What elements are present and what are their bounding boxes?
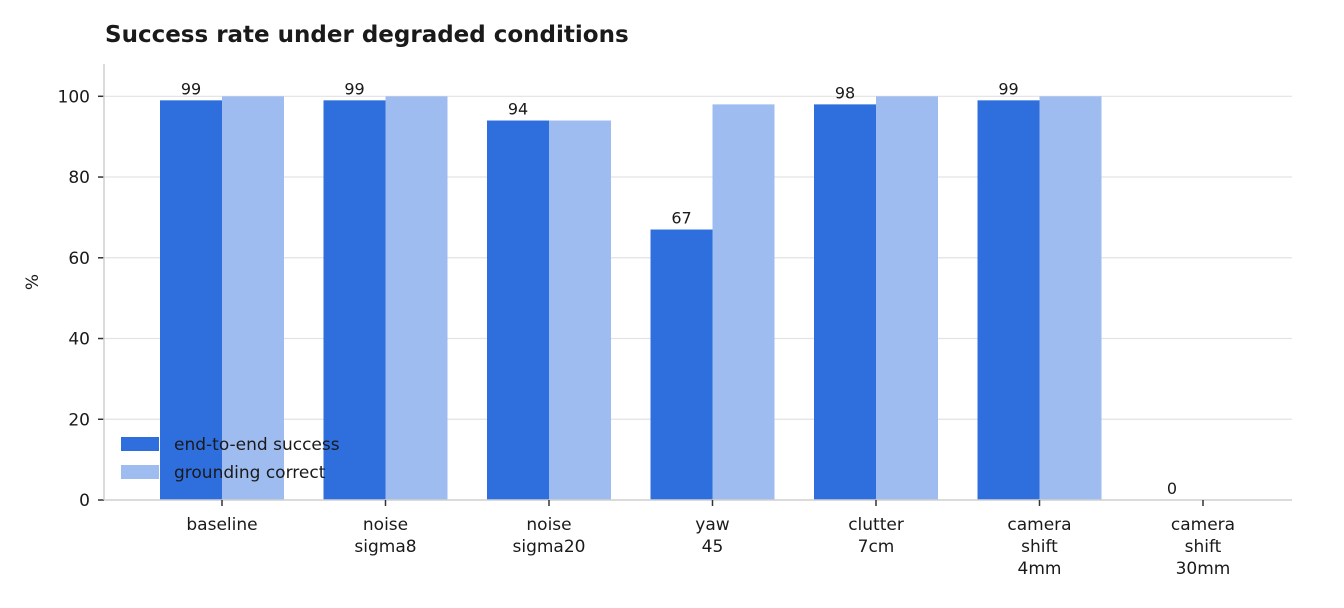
- x-tick-label-line: camera: [1007, 515, 1071, 535]
- data-label-s0-c1: 99: [344, 79, 364, 98]
- data-label-s0-c6: 0: [1167, 479, 1177, 498]
- x-tick-label-line: baseline: [186, 515, 257, 535]
- x-tick-label-2: noise sigma20: [513, 515, 586, 557]
- x-tick-label-line: noise: [363, 515, 408, 535]
- bar-s1-c2: [549, 120, 611, 500]
- legend-label-0: end-to-end success: [174, 435, 340, 455]
- x-tick-label-line: 30mm: [1176, 559, 1231, 579]
- data-label-s0-c3: 67: [671, 209, 691, 228]
- x-tick-label-line: 7cm: [858, 537, 895, 557]
- legend-swatch-0: [121, 437, 159, 451]
- y-tick-label-40: 40: [68, 330, 90, 350]
- bars: [160, 96, 1102, 501]
- legend-swatch-1: [121, 465, 159, 479]
- bar-s0-c3: [650, 229, 713, 500]
- x-tick-label-line: yaw: [695, 515, 729, 535]
- y-axis-label: %: [23, 274, 43, 290]
- bar-s0-c0: [160, 100, 222, 500]
- y-tick-label-80: 80: [68, 168, 90, 188]
- bar-s1-c3: [712, 104, 775, 501]
- bar-s0-c2: [487, 120, 549, 500]
- bar-s1-c5: [1039, 96, 1102, 500]
- legend-label-1: grounding correct: [174, 463, 326, 483]
- axes: [98, 64, 1292, 506]
- x-tick-label-line: 45: [702, 537, 724, 557]
- y-tick-label-20: 20: [68, 410, 90, 430]
- legend: end-to-end success grounding correct: [121, 435, 340, 483]
- data-label-s0-c2: 94: [508, 100, 528, 119]
- x-tick-label-4: clutter 7cm: [848, 515, 904, 557]
- bar-s0-c1: [323, 100, 386, 500]
- bar-s0-c4: [814, 104, 876, 501]
- x-tick-label-line: sigma8: [354, 537, 416, 557]
- bar-s1-c1: [385, 96, 448, 500]
- x-tick-label-3: yaw 45: [695, 515, 729, 557]
- y-tick-label-60: 60: [68, 249, 90, 269]
- data-label-s0-c5: 99: [998, 79, 1018, 98]
- data-label-s0-c0: 99: [181, 79, 201, 98]
- x-tick-label-line: clutter: [848, 515, 904, 535]
- y-tick-label-100: 100: [58, 87, 90, 107]
- x-tick-label-6: camera shift 30mm: [1171, 515, 1235, 579]
- bar-s1-c0: [222, 96, 284, 500]
- y-tick-label-0: 0: [79, 491, 90, 511]
- x-tick-label-1: noise sigma8: [354, 515, 416, 557]
- data-label-s0-c4: 98: [835, 83, 855, 102]
- x-tick-label-0: baseline: [186, 515, 257, 535]
- x-tick-label-line: sigma20: [513, 537, 586, 557]
- chart-title: Success rate under degraded conditions: [105, 22, 629, 48]
- x-tick-label-line: 4mm: [1018, 559, 1062, 579]
- x-tick-label-line: noise: [526, 515, 571, 535]
- x-tick-label-line: shift: [1185, 537, 1222, 557]
- x-tick-label-line: camera: [1171, 515, 1235, 535]
- bar-s0-c5: [977, 100, 1040, 500]
- bar-s1-c4: [876, 96, 938, 500]
- x-tick-label-5: camera shift 4mm: [1007, 515, 1071, 579]
- data-labels: 99 99 94 67 98 99 0: [181, 79, 1177, 498]
- x-tick-label-line: shift: [1021, 537, 1058, 557]
